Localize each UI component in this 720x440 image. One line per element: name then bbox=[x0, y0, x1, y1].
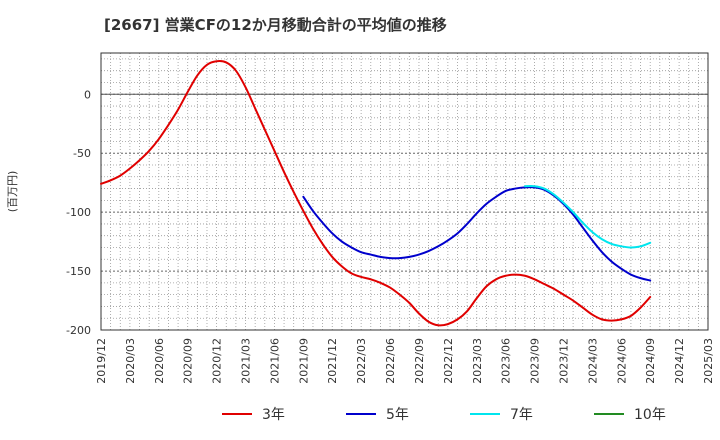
y-tick-label: -50 bbox=[73, 147, 91, 160]
x-tick-label: 2024/12 bbox=[673, 338, 686, 384]
x-tick-label: 2021/12 bbox=[326, 338, 339, 384]
plot-frame bbox=[100, 52, 709, 331]
plot-area bbox=[101, 53, 708, 330]
x-tick-label: 2019/12 bbox=[95, 338, 108, 384]
x-tick-label: 2022/09 bbox=[413, 338, 426, 384]
x-tick-label: 2023/03 bbox=[471, 338, 484, 384]
legend-label-3: 7年 bbox=[510, 407, 533, 423]
legend-label-1: 3年 bbox=[262, 407, 285, 423]
series-line-3 bbox=[523, 185, 652, 249]
x-tick-label: 2021/06 bbox=[268, 338, 281, 384]
x-tick-label: 2023/06 bbox=[500, 338, 513, 384]
legend-label-2: 5年 bbox=[386, 407, 409, 423]
x-tick-label: 2023/12 bbox=[557, 338, 570, 384]
x-tick-label: 2020/12 bbox=[211, 338, 224, 384]
y-tick-label: 0 bbox=[84, 88, 91, 101]
x-tick-label: 2022/06 bbox=[384, 338, 397, 384]
series-line-2 bbox=[302, 186, 652, 282]
legend-label-4: 10年 bbox=[634, 407, 666, 423]
y-tick-label: -100 bbox=[66, 206, 91, 219]
x-tick-label: 2024/06 bbox=[615, 338, 628, 384]
x-tick-label: 2022/12 bbox=[442, 338, 455, 384]
x-tick-label: 2020/09 bbox=[182, 338, 195, 384]
x-tick-label: 2020/03 bbox=[124, 338, 137, 384]
x-tick-label: 2021/09 bbox=[297, 338, 310, 384]
series-line-1 bbox=[100, 60, 652, 327]
y-tick-label: -200 bbox=[66, 324, 91, 337]
x-tick-label: 2025/03 bbox=[702, 338, 715, 384]
y-axis-label: (百万円) bbox=[6, 171, 19, 213]
x-tick-label: 2020/06 bbox=[153, 338, 166, 384]
x-tick-label: 2022/03 bbox=[355, 338, 368, 384]
x-tick-label: 2024/03 bbox=[586, 338, 599, 384]
x-tick-label: 2024/09 bbox=[644, 338, 657, 384]
x-tick-label: 2021/03 bbox=[240, 338, 253, 384]
chart-title: [2667] 営業CFの12か月移動合計の平均値の推移 bbox=[104, 16, 447, 34]
y-tick-label: -150 bbox=[66, 265, 91, 278]
x-tick-label: 2023/09 bbox=[529, 338, 542, 384]
